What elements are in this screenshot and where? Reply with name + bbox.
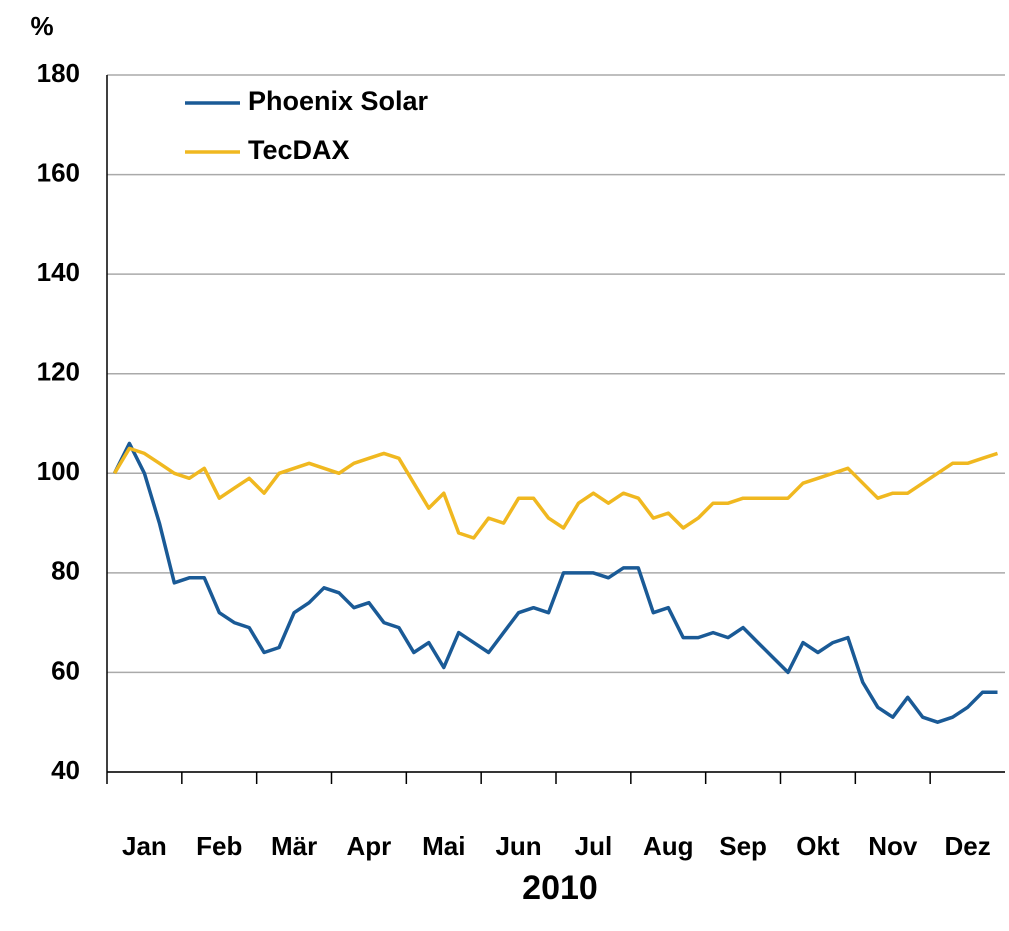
- x-tick-label: Dez: [944, 831, 990, 861]
- y-tick-label: 120: [37, 357, 80, 387]
- y-tick-label: 100: [37, 456, 80, 486]
- x-tick-label: Sep: [719, 831, 767, 861]
- y-tick-label: 80: [51, 556, 80, 586]
- y-tick-label: 60: [51, 655, 80, 685]
- x-tick-label: Jun: [495, 831, 541, 861]
- series-line: [112, 441, 998, 724]
- x-tick-label: Jan: [122, 831, 167, 861]
- y-tick-label: 180: [37, 58, 80, 88]
- x-tick-label: Aug: [643, 831, 694, 861]
- x-tick-label: Mär: [271, 831, 317, 861]
- x-tick-label: Apr: [347, 831, 392, 861]
- x-tick-label: Okt: [796, 831, 840, 861]
- x-tick-label: Mai: [422, 831, 465, 861]
- y-axis-label: %: [30, 11, 53, 41]
- y-tick-label: 40: [51, 755, 80, 785]
- legend-label: TecDAX: [248, 135, 350, 165]
- x-tick-label: Feb: [196, 831, 242, 861]
- x-tick-label: Jul: [575, 831, 613, 861]
- x-tick-label: Nov: [868, 831, 918, 861]
- x-axis-label: 2010: [522, 869, 598, 907]
- series-line: [112, 446, 999, 540]
- y-tick-label: 140: [37, 257, 80, 287]
- legend-label: Phoenix Solar: [248, 86, 429, 116]
- y-tick-label: 160: [37, 157, 80, 187]
